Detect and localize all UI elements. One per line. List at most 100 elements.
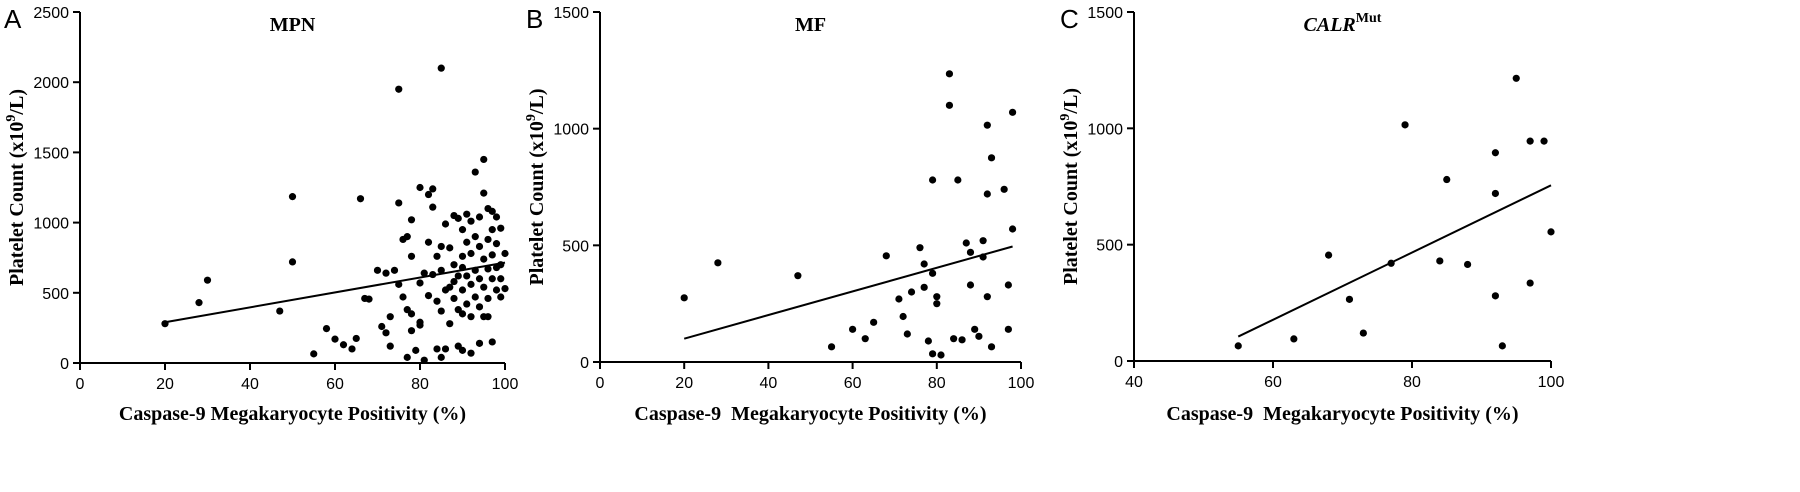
data-point [475,213,484,221]
data-point [437,353,445,361]
data-point [1008,225,1017,233]
data-point [680,294,688,302]
data-point [467,313,475,321]
data-point [966,248,975,256]
data-point [437,242,445,251]
data-point [429,185,437,193]
data-point [403,353,411,361]
y-axis-title-main: Platelet Count (x10 [526,121,548,285]
data-point [907,288,916,296]
y-tick-label: 1000 [1087,121,1123,138]
data-point [1359,329,1367,337]
panel-letter: B [526,4,543,34]
x-tick-label: 60 [1264,374,1282,391]
data-point [979,253,987,261]
y-tick-label: 1500 [33,145,69,162]
data-point [437,307,445,315]
data-point [987,343,996,351]
data-point [488,275,496,283]
data-point [849,325,857,333]
data-point [899,312,907,321]
data-point [1000,185,1008,193]
data-point [1491,292,1499,300]
data-point [488,338,496,346]
data-point [928,269,937,277]
data-point [484,235,492,244]
x-tick-label: 60 [844,375,862,392]
data-point [895,295,903,303]
data-point [450,261,458,269]
data-point [437,64,445,72]
data-point [475,275,484,283]
y-tick-label: 2000 [33,75,69,92]
y-tick-label: 1500 [1087,5,1123,22]
x-tick-label: 0 [596,375,605,392]
data-point [407,327,416,335]
y-tick-label: 500 [42,286,69,303]
data-point [463,272,471,280]
data-point [450,294,458,303]
data-point [416,279,424,287]
data-point [475,303,484,311]
data-point [339,341,348,349]
data-point [386,342,394,350]
data-point [446,244,454,252]
chart-title-superscript: Mut [1356,11,1382,26]
y-tick-label: 500 [1096,238,1123,255]
data-point [467,280,475,288]
data-point [1004,325,1012,333]
y-axis-title-superscript: 9 [4,115,19,122]
data-point [463,300,471,308]
data-point [322,325,331,333]
data-point [1008,108,1017,116]
data-point [467,217,475,225]
data-point [903,330,911,338]
data-point [433,345,441,353]
data-point [471,266,479,274]
y-axis-title-main: Platelet Count (x10 [6,122,28,286]
data-point [378,322,386,331]
data-point [420,269,428,277]
data-point [945,70,954,78]
data-point [928,176,937,184]
data-point [407,252,416,260]
regression-line [683,245,1013,340]
data-point [352,334,360,343]
data-point [1325,251,1333,259]
y-axis-title: Platelet Count (x109/L) [1058,88,1082,285]
data-point [1345,295,1354,303]
data-point [497,224,505,232]
data-point [433,252,441,260]
data-point [971,325,979,333]
data-point [480,255,488,263]
data-point [403,233,411,241]
y-axis-title-tail: /L) [526,89,548,116]
data-point [484,313,492,321]
data-point [429,270,437,279]
data-point [437,266,445,274]
data-point [983,121,991,129]
data-point [827,343,836,351]
data-point [861,335,869,343]
x-tick-label: 100 [1538,374,1565,391]
data-point [937,351,945,359]
y-axis-title: Platelet Count (x109/L) [4,89,28,286]
data-point [950,335,958,343]
data-point [161,320,169,328]
data-point [920,283,928,291]
data-point [488,207,496,215]
data-point [429,203,437,211]
y-axis-title-superscript: 9 [524,114,539,121]
data-point [356,195,365,203]
data-point [471,168,479,176]
x-tick-label: 0 [76,376,85,393]
data-point [488,251,496,259]
data-point [407,216,416,224]
y-tick-label: 500 [562,238,589,255]
data-point [1498,342,1506,350]
data-point [920,260,928,268]
data-point [454,214,462,222]
data-point [480,189,488,197]
data-point [794,272,802,280]
data-point [983,190,991,198]
